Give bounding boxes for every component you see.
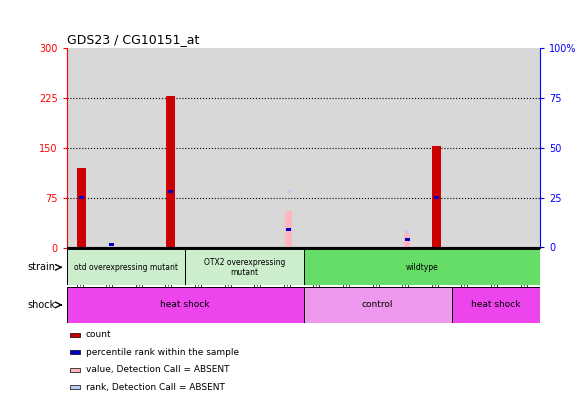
Bar xyxy=(392,48,422,248)
Bar xyxy=(451,287,540,323)
Bar xyxy=(434,196,439,199)
Text: control: control xyxy=(362,301,393,309)
Bar xyxy=(67,287,303,323)
Text: strain: strain xyxy=(27,262,56,272)
Bar xyxy=(451,48,481,248)
Bar xyxy=(70,385,80,389)
Text: percentile rank within the sample: percentile rank within the sample xyxy=(86,348,239,357)
Bar xyxy=(70,350,80,354)
Text: heat shock: heat shock xyxy=(471,301,521,309)
Bar xyxy=(432,145,441,248)
Text: value, Detection Call = ABSENT: value, Detection Call = ABSENT xyxy=(86,366,229,374)
Bar xyxy=(481,48,511,248)
Bar xyxy=(303,48,333,248)
Text: wildtype: wildtype xyxy=(406,263,438,272)
Bar xyxy=(79,196,84,199)
Bar xyxy=(109,243,114,246)
Bar xyxy=(404,238,410,241)
Bar xyxy=(245,48,274,248)
Bar xyxy=(303,287,451,323)
Bar xyxy=(274,48,304,248)
Bar xyxy=(286,228,291,231)
Text: otd overexpressing mutant: otd overexpressing mutant xyxy=(74,263,178,272)
Bar xyxy=(363,48,392,248)
Bar xyxy=(67,249,185,285)
Text: count: count xyxy=(86,330,112,339)
Bar xyxy=(333,48,363,248)
Bar xyxy=(215,48,245,248)
Bar xyxy=(67,48,96,248)
Text: heat shock: heat shock xyxy=(160,301,210,309)
Bar xyxy=(511,48,540,248)
Bar xyxy=(77,168,86,248)
Text: GDS23 / CG10151_at: GDS23 / CG10151_at xyxy=(67,33,199,46)
Text: rank, Detection Call = ABSENT: rank, Detection Call = ABSENT xyxy=(86,383,225,392)
Bar xyxy=(126,48,156,248)
Bar xyxy=(96,48,126,248)
Bar xyxy=(422,48,451,248)
Text: OTX2 overexpressing
mutant: OTX2 overexpressing mutant xyxy=(204,258,285,277)
Bar xyxy=(406,230,409,233)
Bar xyxy=(404,233,411,248)
Bar xyxy=(166,95,175,248)
Bar xyxy=(70,368,80,372)
Bar xyxy=(185,249,304,285)
Bar xyxy=(70,333,80,337)
Bar xyxy=(303,249,540,285)
Bar xyxy=(168,190,173,193)
Bar xyxy=(285,211,292,248)
Bar xyxy=(287,190,290,193)
Text: shock: shock xyxy=(27,300,56,310)
Bar xyxy=(185,48,215,248)
Bar xyxy=(156,48,185,248)
